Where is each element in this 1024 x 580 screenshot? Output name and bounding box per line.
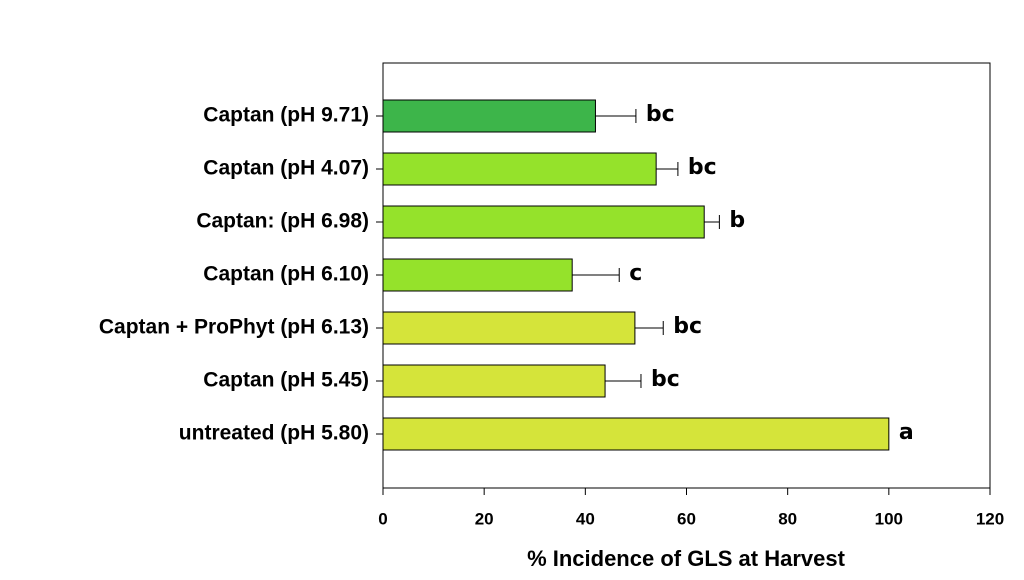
x-axis-label: % Incidence of GLS at Harvest — [527, 546, 846, 571]
significance-letter: bc — [651, 367, 680, 392]
significance-letter: bc — [646, 102, 675, 127]
category-label: Captan: (pH 6.98) — [196, 210, 369, 233]
category-label: untreated (pH 5.80) — [179, 422, 369, 445]
bar — [382, 152, 657, 186]
bar — [382, 205, 705, 239]
significance-letter: a — [899, 420, 914, 445]
x-tick-label: 0 — [378, 509, 387, 528]
category-label: Captan (pH 9.71) — [203, 104, 369, 127]
bar — [382, 311, 636, 345]
significance-letter: b — [729, 208, 745, 233]
bar — [382, 258, 573, 292]
x-tick-label: 40 — [576, 509, 595, 528]
significance-letter: c — [629, 261, 642, 286]
x-tick-label: 100 — [875, 509, 903, 528]
bar — [382, 417, 890, 451]
category-label: Captan (pH 4.07) — [203, 157, 369, 180]
category-label: Captan + ProPhyt (pH 6.13) — [99, 316, 369, 339]
x-tick-label: 20 — [475, 509, 494, 528]
category-label: Captan (pH 6.10) — [203, 263, 369, 286]
x-tick-label: 60 — [677, 509, 696, 528]
bar — [382, 364, 606, 398]
significance-letter: bc — [673, 314, 702, 339]
category-label: Captan (pH 5.45) — [203, 369, 369, 392]
x-tick-label: 120 — [976, 509, 1004, 528]
x-tick-label: 80 — [778, 509, 797, 528]
significance-letter: bc — [688, 155, 717, 180]
bar — [382, 99, 596, 133]
